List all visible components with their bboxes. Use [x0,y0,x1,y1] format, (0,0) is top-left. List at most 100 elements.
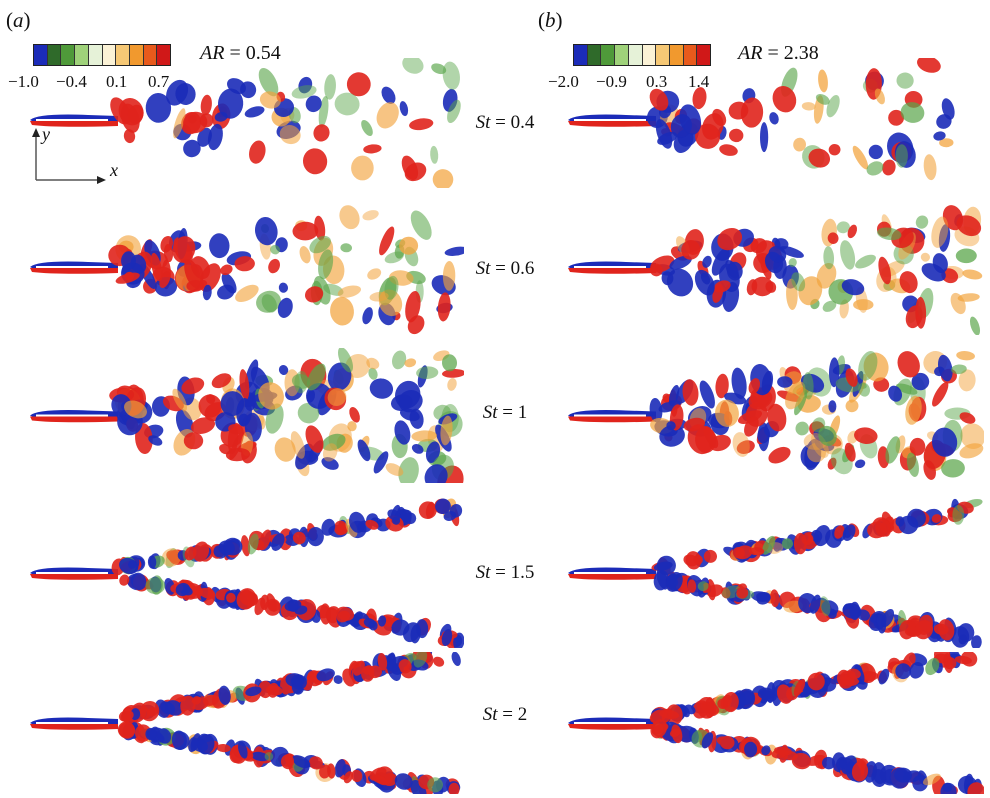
wake-vortex [265,403,284,434]
wake-vortex [666,268,694,297]
wake-vortex [249,140,266,164]
wake-vortex [911,372,930,391]
wake-vortex [351,769,363,783]
wake-vortex [822,756,836,770]
strouhal-label: St = 2 [482,704,528,725]
wake-vortex [765,281,777,293]
wake-vortex [836,221,850,234]
wake-vortex [760,122,769,153]
wake-vortex [217,284,235,300]
wake-vortex [836,756,847,771]
colorbar-segment [697,45,711,65]
wake-vortex [173,108,186,139]
wake-vortex [368,620,378,631]
wake-vortex [938,619,955,641]
wake-vortex [254,216,278,246]
wake-vortex [969,316,981,335]
wake-vortex [299,246,311,264]
wake-vortex [447,377,457,391]
wake-vortex [378,615,387,627]
wake-vortex [807,672,825,691]
wake-vortex [779,246,804,258]
wake-vortex [721,587,731,599]
wake-vortex [773,537,783,552]
wake-vortex [404,358,417,368]
wake-vortex [941,98,955,120]
plate-lower-vorticity [30,724,118,730]
vorticity-field-b-st-2 [568,652,984,794]
wake-vortex [321,518,336,536]
wake-vortex [449,504,463,518]
colorbar-segment [587,45,602,65]
wake-vortex [874,88,885,105]
wake-vortex [391,619,410,636]
wake-vortex [157,728,172,744]
wake-vortex [175,83,196,105]
wake-vortex [900,102,925,123]
wake-vortex [292,531,306,545]
wake-vortex [284,599,302,612]
wake-vortex [183,432,204,450]
wake-vortex [744,741,758,757]
wake-vortex [854,427,878,444]
wake-vortex [662,393,671,403]
wake-vortex [121,251,136,270]
wake-vortex [351,155,374,181]
wake-vortex [368,367,378,380]
wake-vortex [244,106,265,118]
wake-vortex [268,258,280,274]
wake-vortex [369,291,389,302]
wake-vortex [958,369,976,392]
wake-vortex [860,671,879,681]
plate-body [568,717,656,730]
wake-vortex [199,113,214,128]
wake-vortex [211,373,232,389]
wake-vortex [199,587,216,599]
wake-vortex [905,395,922,425]
wake-vortex [337,348,354,373]
wake-vortex [937,354,953,382]
wake-vortex [371,774,388,785]
wake-vortex [334,759,346,778]
plate-body [568,567,656,580]
wake-vortex [791,752,811,770]
plate-midline [36,266,108,268]
wake-vortex [767,403,787,432]
wake-vortex [120,710,134,722]
wake-vortex [336,523,349,535]
plate-midline [36,414,108,417]
wake-vortex [649,397,663,423]
wake-vortex [376,102,399,129]
plate-midline [36,119,108,121]
wake-vortex [683,554,699,567]
wake-vortex [254,597,266,616]
vorticity-field-b-st-0.4 [568,58,955,181]
wake-vortex [852,145,869,170]
aspect-ratio-label-a: AR = 0.54 [200,42,281,64]
colorbar-segment [642,45,657,65]
wake-vortex [898,515,919,535]
wake-vortex [923,154,937,181]
wake-vortex [768,446,791,464]
colorbar-segment [88,45,103,65]
wake-vortex [695,426,717,454]
wake-vortex [442,261,456,291]
wake-vortex [186,280,205,292]
wake-vortex [750,547,765,556]
wake-vortex [872,762,887,785]
wake-vortex [440,415,453,446]
colorbar-segment [601,45,616,65]
wake-vortex [679,104,702,135]
wake-vortex [719,144,738,156]
wake-vortex [184,546,197,561]
wake-vortex [854,459,866,469]
wake-vortex [216,743,231,753]
strouhal-label: St = 0.4 [475,112,535,133]
wake-vortex [697,697,717,719]
wake-vortex [952,505,965,525]
wake-vortex [433,656,445,667]
wake-vortex [399,236,419,255]
wake-vortex [418,501,437,520]
wake-vortex [372,620,392,636]
wake-vortex [774,746,792,756]
